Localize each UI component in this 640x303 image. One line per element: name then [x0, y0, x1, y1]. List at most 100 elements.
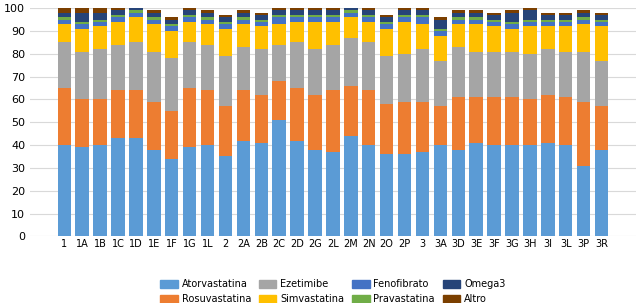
Bar — [76, 24, 89, 29]
Bar — [488, 97, 501, 145]
Bar — [398, 54, 412, 102]
Bar — [541, 22, 555, 26]
Bar — [58, 13, 71, 17]
Bar — [488, 26, 501, 52]
Bar — [76, 147, 89, 236]
Bar — [291, 8, 304, 10]
Bar — [308, 95, 322, 150]
Bar — [129, 42, 143, 90]
Bar — [219, 156, 232, 236]
Bar — [255, 20, 268, 22]
Bar — [76, 13, 89, 22]
Bar — [326, 8, 340, 10]
Bar — [380, 17, 394, 22]
Bar — [344, 4, 358, 6]
Bar — [380, 154, 394, 236]
Bar — [76, 99, 89, 147]
Bar — [452, 24, 465, 47]
Bar — [470, 10, 483, 13]
Bar — [434, 29, 447, 31]
Bar — [541, 95, 555, 143]
Bar — [255, 143, 268, 236]
Bar — [273, 81, 286, 120]
Bar — [201, 90, 214, 145]
Bar — [595, 61, 608, 106]
Bar — [362, 10, 376, 15]
Bar — [291, 42, 304, 88]
Bar — [219, 106, 232, 156]
Bar — [362, 17, 376, 22]
Bar — [559, 97, 572, 145]
Bar — [93, 13, 107, 20]
Bar — [219, 22, 232, 24]
Bar — [577, 10, 590, 13]
Bar — [76, 8, 89, 13]
Bar — [416, 152, 429, 236]
Bar — [559, 20, 572, 22]
Bar — [291, 141, 304, 236]
Bar — [362, 22, 376, 42]
Bar — [434, 106, 447, 145]
Bar — [201, 145, 214, 236]
Bar — [255, 49, 268, 95]
Bar — [470, 17, 483, 20]
Bar — [344, 13, 358, 17]
Bar — [362, 15, 376, 17]
Bar — [76, 52, 89, 99]
Bar — [470, 13, 483, 17]
Bar — [273, 15, 286, 17]
Bar — [93, 145, 107, 236]
Bar — [577, 20, 590, 24]
Bar — [183, 147, 196, 236]
Bar — [255, 13, 268, 15]
Bar — [524, 99, 537, 145]
Bar — [416, 15, 429, 17]
Bar — [559, 26, 572, 52]
Bar — [93, 49, 107, 99]
Bar — [434, 17, 447, 20]
Bar — [452, 47, 465, 97]
Bar — [219, 29, 232, 56]
Bar — [416, 49, 429, 102]
Bar — [111, 22, 125, 45]
Bar — [183, 42, 196, 88]
Bar — [506, 10, 519, 13]
Bar — [541, 26, 555, 49]
Bar — [344, 17, 358, 38]
Bar — [255, 15, 268, 20]
Bar — [308, 8, 322, 10]
Bar — [577, 52, 590, 102]
Bar — [201, 20, 214, 24]
Bar — [237, 10, 250, 13]
Bar — [452, 150, 465, 236]
Bar — [434, 61, 447, 106]
Bar — [237, 13, 250, 17]
Bar — [577, 17, 590, 20]
Bar — [380, 104, 394, 154]
Bar — [344, 136, 358, 236]
Bar — [111, 8, 125, 10]
Bar — [76, 22, 89, 24]
Bar — [111, 90, 125, 138]
Bar — [273, 120, 286, 236]
Bar — [93, 22, 107, 26]
Bar — [398, 10, 412, 15]
Bar — [201, 24, 214, 45]
Bar — [344, 10, 358, 13]
Bar — [165, 20, 179, 24]
Bar — [434, 145, 447, 236]
Bar — [165, 159, 179, 236]
Bar — [129, 90, 143, 138]
Bar — [237, 90, 250, 141]
Bar — [380, 22, 394, 24]
Bar — [129, 13, 143, 17]
Bar — [380, 56, 394, 104]
Bar — [237, 141, 250, 236]
Bar — [111, 10, 125, 15]
Bar — [291, 22, 304, 42]
Bar — [129, 6, 143, 10]
Bar — [506, 22, 519, 24]
Bar — [595, 106, 608, 150]
Bar — [398, 17, 412, 22]
Bar — [595, 13, 608, 15]
